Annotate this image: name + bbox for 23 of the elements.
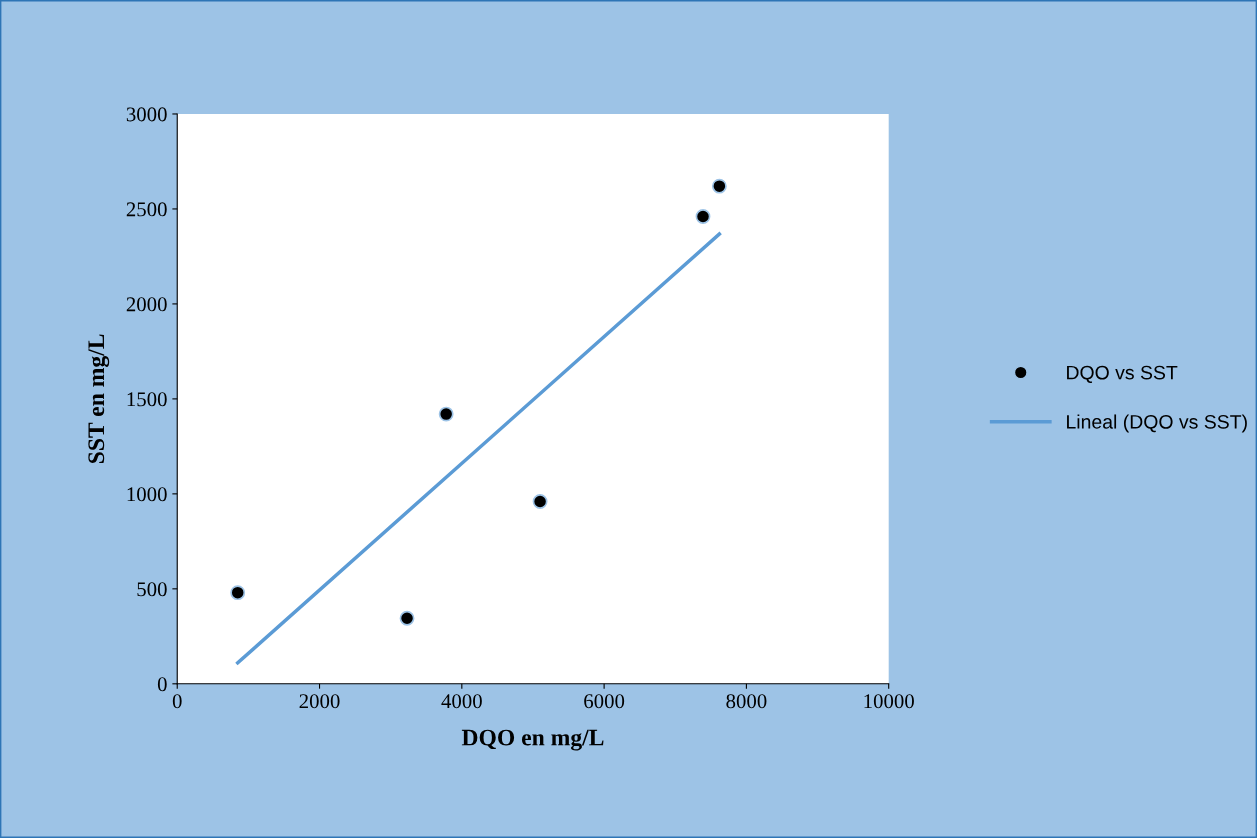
x-tick-label: 2000 (299, 694, 340, 709)
x-tick-label: 4000 (441, 694, 482, 709)
legend-label: Lineal (DQO vs SST) (1067, 414, 1247, 433)
y-axis-title: SST en mg/L (88, 334, 110, 464)
y-tick-label: 1500 (127, 392, 167, 407)
y-tick-label: 1000 (127, 487, 167, 502)
point (399, 610, 415, 626)
y-tick-label: 2500 (126, 202, 167, 217)
point (711, 178, 727, 194)
x-tick-label: 6000 (584, 694, 625, 709)
x-axis-title: DQO en mg/L (461, 729, 604, 751)
y-tick-label: 0 (157, 677, 167, 692)
y-tick-label: 3000 (126, 107, 167, 122)
x-tick-label: 8000 (726, 694, 767, 709)
legend-label: DQO vs SST (1067, 365, 1178, 383)
y-tick-label: 2000 (126, 297, 167, 312)
y-tick-label: 500 (137, 582, 167, 597)
point (230, 585, 246, 601)
point (695, 209, 711, 224)
x-tick-label: 10000 (864, 694, 914, 709)
x-tick-label: 0 (172, 694, 182, 709)
point (532, 494, 548, 509)
point (438, 406, 454, 422)
